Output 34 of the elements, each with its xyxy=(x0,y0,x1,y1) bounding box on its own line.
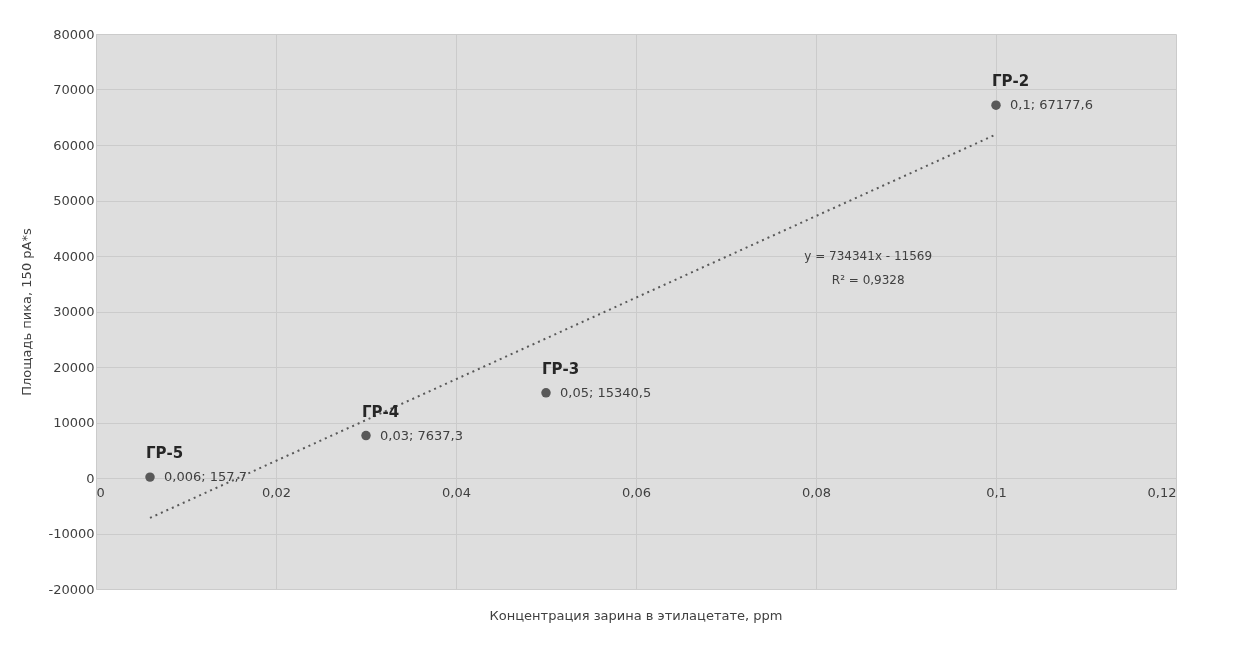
point xyxy=(541,388,551,398)
x-tick-label: 0,04 xyxy=(442,484,471,500)
annotation: ГР-2 xyxy=(992,72,1030,91)
y-tick-label: 30000 xyxy=(53,304,95,319)
y-tick-label: 70000 xyxy=(53,82,95,97)
y-tick-label: 40000 xyxy=(53,248,95,264)
y-tick-label: 80000 xyxy=(53,26,95,42)
y-tick-label: 20000 xyxy=(53,359,95,375)
annotation: R² = 0,9328 xyxy=(831,273,905,287)
y-tick-label: 10000 xyxy=(53,415,95,430)
annotation: y = 734341x - 11569 xyxy=(804,249,933,263)
x-tick-label: 0 xyxy=(96,484,105,500)
annotation: ГР-3 xyxy=(542,359,580,378)
x-tick-label: 0,1 xyxy=(986,484,1007,500)
point xyxy=(361,430,371,441)
annotation: ГР-4 xyxy=(362,402,400,421)
x-tick-label: 0,02 xyxy=(262,484,291,500)
point xyxy=(145,472,155,482)
y-tick-label: 0 xyxy=(86,470,95,486)
data-label: 0,006; 157,7 xyxy=(164,469,247,485)
x-axis-title: Концентрация зарина в этилацетате, ppm xyxy=(489,608,783,623)
y-tick-label: 50000 xyxy=(53,193,95,208)
x-tick-label: 0,06 xyxy=(622,484,651,500)
data-label: 0,05; 15340,5 xyxy=(560,384,652,400)
y-tick-label: 60000 xyxy=(53,137,95,153)
y-tick-label: -20000 xyxy=(48,581,95,597)
x-tick-label: 0,12 xyxy=(1147,484,1177,500)
annotation: ГР-5 xyxy=(146,444,184,463)
y-axis-title: Площадь пика, 150 pA*s xyxy=(19,228,35,396)
data-label: 0,03; 7637,3 xyxy=(380,427,463,443)
y-tick-label: -10000 xyxy=(48,526,95,541)
point xyxy=(991,100,1001,110)
x-tick-label: 0,08 xyxy=(802,484,831,500)
data-label: 0,1; 67177,6 xyxy=(1010,97,1093,113)
